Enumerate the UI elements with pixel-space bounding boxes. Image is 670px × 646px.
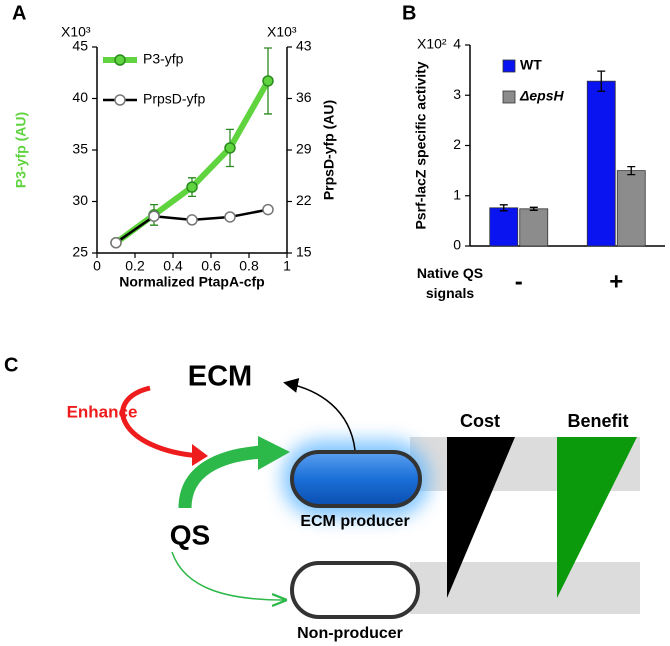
y-axis-title: P3-yfp (AU) <box>13 112 29 188</box>
y-tick-label: 40 <box>72 89 88 105</box>
panel-label: C <box>4 354 18 376</box>
qs-label: QS <box>170 519 210 550</box>
legend-label: PrpsD-yfp <box>143 91 205 107</box>
x-tick-label: 0.2 <box>125 258 145 274</box>
legend-swatch <box>502 90 516 104</box>
non-producer-label: Non-producer <box>297 625 403 642</box>
marker <box>148 210 160 222</box>
marker <box>110 236 122 249</box>
legend-label: WT <box>520 57 542 73</box>
arrow-head <box>258 436 290 470</box>
y-tick-label: 4 <box>453 36 461 52</box>
ecm-arrow <box>283 378 356 451</box>
legend-label: ΔepsH <box>519 88 565 104</box>
panel-label: A <box>12 2 26 24</box>
benefit-label: Benefit <box>567 411 628 431</box>
legend-marker <box>114 94 126 106</box>
marker <box>262 75 274 87</box>
y-tick-label: 3 <box>453 86 461 102</box>
legend-marker <box>114 54 126 66</box>
benefit-triangle <box>557 437 637 598</box>
producer-cell <box>290 450 422 508</box>
y-multiplier: X10² <box>417 36 447 52</box>
marker <box>262 203 274 216</box>
y-tick-label: 2 <box>453 136 461 152</box>
error-bar <box>597 70 606 92</box>
x-tick-label: 0 <box>93 258 101 274</box>
marker <box>224 142 236 154</box>
y-tick-label: 36 <box>296 89 312 105</box>
y-tick-label: 22 <box>296 192 312 208</box>
bar <box>586 80 616 247</box>
bar <box>489 207 519 247</box>
producer-label: ECM producer <box>300 513 409 530</box>
y-tick-label: 45 <box>72 38 88 54</box>
legend-swatch <box>502 59 516 73</box>
x-tick-label: - <box>515 268 523 295</box>
y-multiplier: X10³ <box>61 24 91 40</box>
y2-axis-title: PrpsD-yfp (AU) <box>321 100 337 200</box>
arrow-head <box>192 444 208 466</box>
legend-label: P3-yfp <box>143 51 184 67</box>
qs-thin-arrow <box>171 551 284 600</box>
marker <box>224 211 236 223</box>
x-tick-label: 0.8 <box>239 258 259 274</box>
diagram: C ECM Enhance QS ECM producer Non-produc… <box>4 354 640 642</box>
panel-label: B <box>402 2 416 24</box>
error-bar <box>529 206 538 211</box>
y-tick-label: 30 <box>72 192 88 208</box>
cost-triangle <box>447 437 515 598</box>
y-tick-label: 15 <box>296 244 312 260</box>
y-tick-label: 29 <box>296 141 312 157</box>
enhance-label: Enhance <box>67 402 138 421</box>
y2-multiplier: X10³ <box>267 24 297 40</box>
x-tick-label: + <box>609 268 623 295</box>
x-tick-label: 0.4 <box>163 258 183 274</box>
error-bar <box>627 165 636 176</box>
x-tick-label: 1 <box>283 258 291 274</box>
y-tick-label: 35 <box>72 141 88 157</box>
band <box>410 562 640 614</box>
ecm-label: ECM <box>188 361 252 393</box>
non-producer-cell <box>290 561 420 619</box>
marker <box>186 214 198 226</box>
bar <box>616 170 646 247</box>
y-tick-label: 0 <box>453 237 461 253</box>
bar <box>519 208 549 247</box>
x-tick-label: 0.6 <box>201 258 221 274</box>
y-axis-title: Psrf-lacZ specific activity <box>413 61 429 229</box>
y-tick-label: 25 <box>72 244 88 260</box>
error-bar <box>499 204 508 212</box>
qs-arrow <box>178 445 263 509</box>
y-tick-label: 43 <box>296 38 312 54</box>
enhance-arrow <box>120 385 201 459</box>
x-axis-title: Native QS signals <box>416 265 484 301</box>
x-axis-title: Normalized PtapA-cfp <box>119 274 264 290</box>
cost-label: Cost <box>460 411 500 431</box>
marker <box>186 181 198 193</box>
y-tick-label: 1 <box>453 186 461 202</box>
